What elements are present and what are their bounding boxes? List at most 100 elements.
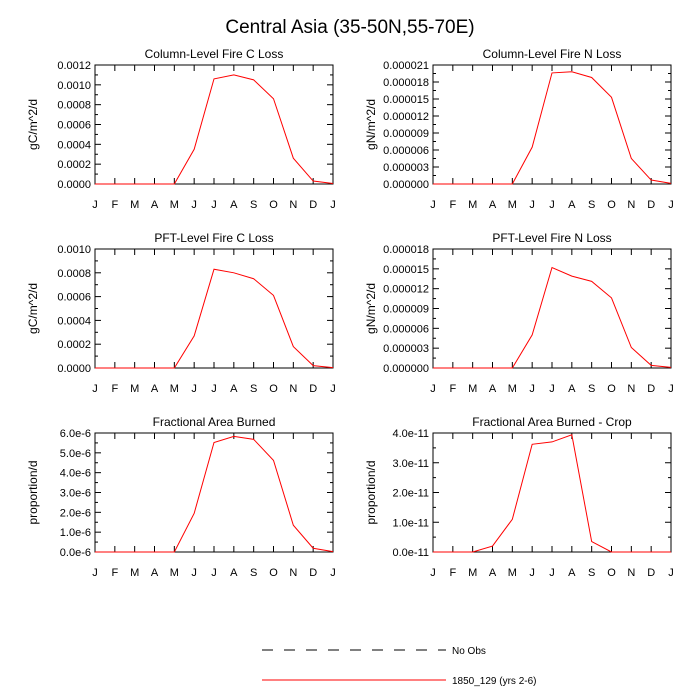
y-tick-label: 0.0012 (57, 60, 91, 72)
x-tick-label: J (92, 567, 98, 579)
y-tick-label: 0.0006 (57, 120, 91, 132)
x-tick-label: N (627, 199, 635, 211)
x-tick-label: J (92, 199, 98, 211)
y-tick-label: 1.0e-11 (393, 517, 430, 529)
y-tick-label: 0.0008 (57, 268, 91, 280)
y-tick-label: 0.0004 (57, 139, 91, 151)
x-tick-label: M (468, 567, 477, 579)
x-tick-label: N (289, 383, 297, 395)
panel-title: Fractional Area Burned (153, 415, 276, 429)
y-tick-label: 0.0002 (57, 339, 91, 351)
figure-title: Central Asia (35-50N,55-70E) (225, 17, 474, 38)
y-axis-label: gN/m^2/d (364, 283, 378, 334)
y-tick-label: 0.0004 (57, 315, 91, 327)
x-tick-label: A (151, 383, 159, 395)
y-tick-label: 0.000015 (383, 264, 429, 276)
plot-frame (95, 65, 333, 184)
y-tick-label: 0.0000 (57, 363, 91, 375)
x-tick-label: J (191, 383, 197, 395)
x-tick-label: M (468, 383, 477, 395)
y-tick-label: 0.0010 (57, 244, 91, 256)
x-tick-label: J (549, 383, 555, 395)
x-tick-label: N (289, 567, 297, 579)
x-tick-label: F (449, 383, 456, 395)
x-tick-label: N (627, 567, 635, 579)
x-tick-label: M (170, 199, 179, 211)
x-tick-label: N (289, 199, 297, 211)
y-axis-label: proportion/d (26, 460, 40, 524)
panel-title: Column-Level Fire N Loss (483, 47, 622, 61)
y-tick-label: 0.000012 (383, 111, 429, 123)
x-tick-label: D (647, 567, 655, 579)
x-tick-label: N (627, 383, 635, 395)
panel-title: Column-Level Fire C Loss (145, 47, 284, 61)
plot-frame (95, 433, 333, 552)
y-tick-label: 0.000015 (383, 94, 429, 106)
x-tick-label: A (230, 567, 238, 579)
x-tick-label: J (330, 383, 336, 395)
series-line (433, 268, 671, 368)
x-tick-label: D (309, 567, 317, 579)
y-tick-label: 0.0008 (57, 100, 91, 112)
y-tick-label: 1.0e-6 (60, 527, 91, 539)
y-tick-label: 0.000009 (383, 128, 429, 140)
x-tick-label: O (607, 567, 616, 579)
x-tick-label: O (269, 383, 278, 395)
y-tick-label: 0.000009 (383, 304, 429, 316)
y-tick-label: 4.0e-11 (393, 428, 430, 440)
x-tick-label: J (668, 199, 674, 211)
y-tick-label: 0.0002 (57, 159, 91, 171)
x-tick-label: J (330, 199, 336, 211)
x-tick-label: J (430, 199, 436, 211)
y-tick-label: 2.0e-6 (60, 507, 91, 519)
legend-label-series: 1850_129 (yrs 2-6) (452, 676, 537, 687)
x-tick-label: A (568, 567, 576, 579)
x-tick-label: J (191, 567, 197, 579)
x-tick-label: M (508, 567, 517, 579)
legend: No Obs 1850_129 (yrs 2-6) (262, 646, 537, 687)
x-tick-label: A (151, 567, 159, 579)
x-tick-label: M (130, 383, 139, 395)
x-tick-label: J (211, 383, 217, 395)
x-tick-label: S (588, 199, 595, 211)
panel-title: PFT-Level Fire N Loss (492, 231, 611, 245)
x-tick-label: J (330, 567, 336, 579)
plot-frame (433, 433, 671, 552)
y-tick-label: 0.0e-11 (393, 547, 430, 559)
x-tick-label: J (668, 383, 674, 395)
x-tick-label: F (449, 199, 456, 211)
x-tick-label: A (489, 199, 497, 211)
y-tick-label: 0.0e-6 (60, 547, 91, 559)
panel-title: Fractional Area Burned - Crop (472, 415, 632, 429)
y-axis-label: proportion/d (364, 460, 378, 524)
x-tick-label: A (230, 383, 238, 395)
x-tick-label: J (529, 383, 535, 395)
legend-label-no-obs: No Obs (452, 646, 486, 657)
x-tick-label: J (529, 199, 535, 211)
x-tick-label: O (269, 567, 278, 579)
y-tick-label: 5.0e-6 (60, 448, 91, 460)
x-tick-label: A (568, 383, 576, 395)
series-line (433, 72, 671, 184)
x-tick-label: J (529, 567, 535, 579)
x-tick-label: O (607, 383, 616, 395)
x-tick-label: J (668, 567, 674, 579)
x-tick-label: A (489, 567, 497, 579)
panel-6: Fractional Area Burned - Crop proportion/… (364, 415, 674, 579)
y-tick-label: 4.0e-6 (60, 468, 91, 480)
figure: Central Asia (35-50N,55-70E) Column-Leve… (0, 0, 700, 700)
series-line (95, 75, 333, 184)
x-tick-label: F (111, 383, 118, 395)
y-tick-label: 3.0e-11 (393, 458, 430, 470)
x-tick-label: D (309, 383, 317, 395)
y-tick-label: 0.000018 (383, 244, 429, 256)
y-tick-label: 0.0006 (57, 292, 91, 304)
x-tick-label: A (230, 199, 238, 211)
x-tick-label: S (250, 199, 257, 211)
x-tick-label: M (130, 199, 139, 211)
x-tick-label: J (211, 567, 217, 579)
x-tick-label: M (508, 383, 517, 395)
